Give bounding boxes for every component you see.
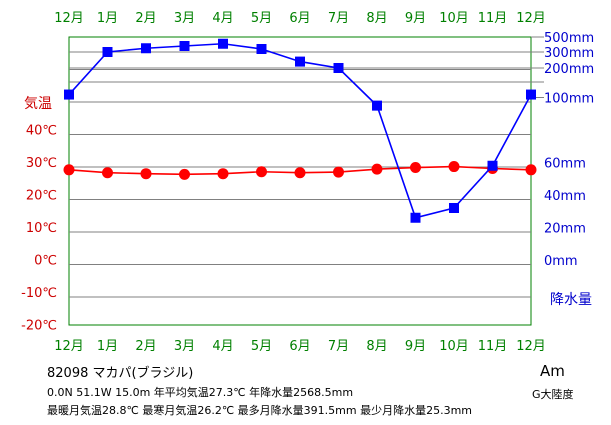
left-tick-label: 40℃ <box>26 124 57 139</box>
precipitation-point <box>179 41 190 51</box>
month-label-top: 12月 <box>516 11 546 26</box>
month-label-top: 8月 <box>366 11 387 26</box>
month-label-top: 7月 <box>328 11 349 26</box>
precipitation-point <box>410 212 421 223</box>
month-label-bottom: 7月 <box>328 339 349 354</box>
month-label-top: 4月 <box>212 11 233 26</box>
left-axis-label: 気温 <box>24 96 52 112</box>
month-label-bottom: 4月 <box>212 339 233 354</box>
precipitation-point <box>256 44 267 54</box>
precipitation-point <box>218 38 228 49</box>
month-label-bottom: 12月 <box>54 339 84 354</box>
temperature-point <box>448 161 460 173</box>
temperature-point <box>140 168 152 180</box>
right-tick-label: 200mm <box>544 62 594 77</box>
left-tick-label: -10℃ <box>21 286 57 301</box>
month-label-top: 11月 <box>478 11 508 26</box>
precipitation-point <box>526 89 536 100</box>
right-tick-label: 500mm <box>544 31 594 46</box>
left-tick-label: 0℃ <box>34 254 57 269</box>
month-label-top: 2月 <box>135 11 156 26</box>
month-label-top: 3月 <box>174 11 195 26</box>
temperature-point <box>63 164 75 176</box>
precipitation-point <box>333 63 344 73</box>
right-tick-label: 300mm <box>544 46 594 61</box>
temperature-point <box>410 162 421 174</box>
precipitation-point <box>295 56 305 67</box>
temperature-point <box>371 163 383 175</box>
month-label-top: 9月 <box>405 11 426 26</box>
month-label-bottom: 8月 <box>366 339 387 354</box>
right-tick-label: 40mm <box>544 189 586 204</box>
month-label-bottom: 3月 <box>174 339 195 354</box>
month-label-bottom: 5月 <box>251 339 272 354</box>
left-tick-label: 10℃ <box>26 221 57 236</box>
left-tick-label: 20℃ <box>26 189 57 204</box>
temperature-point <box>256 166 267 178</box>
month-label-top: 12月 <box>54 11 84 26</box>
left-tick-label: -20℃ <box>21 319 57 334</box>
right-tick-label: 0mm <box>544 254 578 269</box>
month-label-bottom: 9月 <box>405 339 426 354</box>
temperature-point <box>102 167 113 179</box>
month-label-bottom: 11月 <box>478 339 508 354</box>
month-label-top: 5月 <box>251 11 272 26</box>
precipitation-point <box>102 47 113 57</box>
month-label-bottom: 12月 <box>516 339 546 354</box>
precipitation-point <box>487 160 498 171</box>
temperature-point <box>525 164 537 176</box>
temperature-point <box>179 168 190 180</box>
temperature-point <box>294 167 306 179</box>
month-label-top: 10月 <box>439 11 469 26</box>
precipitation-point <box>372 100 382 111</box>
month-label-bottom: 1月 <box>97 339 118 354</box>
right-tick-label: 100mm <box>544 92 594 107</box>
month-label-bottom: 6月 <box>289 339 310 354</box>
month-label-bottom: 10月 <box>439 339 469 354</box>
right-axis-label: 降水量 <box>550 292 592 308</box>
left-tick-label: 30℃ <box>26 156 57 171</box>
temperature-point <box>333 166 344 178</box>
precipitation-point <box>141 43 151 54</box>
temperature-point <box>217 168 229 180</box>
month-label-bottom: 2月 <box>135 339 156 354</box>
plot-area <box>68 36 532 326</box>
month-label-top: 1月 <box>97 11 118 26</box>
month-label-top: 6月 <box>289 11 310 26</box>
precipitation-point <box>449 203 459 213</box>
precipitation-point <box>64 89 74 100</box>
right-tick-label: 20mm <box>544 222 586 237</box>
right-tick-label: 60mm <box>544 157 586 172</box>
